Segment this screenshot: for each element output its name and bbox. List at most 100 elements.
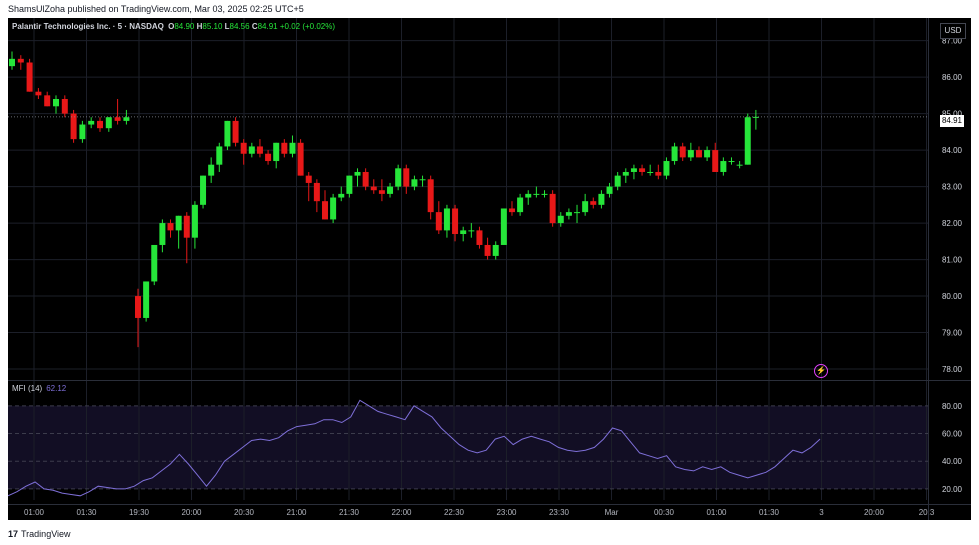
candle-body — [114, 117, 121, 121]
candle-body — [671, 146, 678, 162]
candle-body — [679, 146, 686, 158]
mfi-tick-label: 60.00 — [942, 430, 963, 439]
high-value: 85.10 — [202, 22, 223, 31]
candle-body — [305, 175, 312, 183]
candle-body — [655, 171, 662, 176]
candle-body — [240, 142, 247, 154]
time-tick-label: 21:30 — [339, 508, 360, 517]
candle-body — [427, 179, 434, 213]
time-tick-label: 00:30 — [654, 508, 675, 517]
candle-body — [151, 244, 158, 282]
candle-body — [395, 168, 402, 187]
time-tick-label: 22:00 — [391, 508, 412, 517]
price-tick-label: 83.00 — [942, 183, 963, 192]
candle-body — [135, 296, 141, 318]
candle-body — [476, 230, 483, 245]
low-value: 84.56 — [229, 22, 250, 31]
price-tick-label: 79.00 — [942, 329, 963, 338]
time-tick-label: 01:30 — [76, 508, 97, 517]
tradingview-logo[interactable]: 17 TradingView — [8, 529, 71, 539]
price-tick-label: 84.00 — [942, 146, 963, 155]
price-tick-label: 87.00 — [942, 37, 963, 46]
price-tick-label: 81.00 — [942, 256, 963, 265]
candle-body — [321, 201, 328, 220]
top-bar — [0, 0, 979, 18]
chart-canvas[interactable]: 01:00 01:30 19:30 20:00 20:30 21:00 21:30 22:00… — [8, 18, 971, 520]
price-tick-label: 80.00 — [942, 292, 963, 301]
time-tick-label: 20:30 — [234, 508, 255, 517]
price-tick-label: 78.00 — [942, 365, 963, 374]
close-value: 84.91 — [257, 22, 278, 31]
high-key: H — [196, 22, 203, 31]
candle-body — [297, 142, 304, 176]
candle-body — [435, 212, 442, 231]
tv-logo-icon: 17 — [8, 529, 19, 539]
time-tick-label: 20:3 — [919, 508, 935, 517]
candle-body — [574, 212, 581, 214]
candle-body — [492, 244, 499, 256]
time-tick-label: 22:30 — [444, 508, 465, 517]
candle-body — [468, 230, 475, 232]
candle-body — [143, 281, 150, 318]
candle-body — [289, 142, 296, 154]
candle-body — [70, 113, 77, 140]
candle-body — [281, 142, 288, 154]
time-tick-label: 01:00 — [706, 508, 727, 517]
candle-body — [208, 164, 215, 176]
candle-body — [105, 117, 112, 129]
candle-body — [387, 186, 394, 194]
candle-body — [17, 58, 24, 63]
candle-body — [362, 171, 369, 187]
currency-button[interactable]: USD — [940, 23, 966, 39]
mfi-legend[interactable]: MFI (14) 62.12 — [12, 384, 66, 393]
candle-body — [639, 168, 646, 172]
candle-body — [704, 150, 711, 158]
candle-body — [687, 150, 694, 158]
candle-body — [26, 62, 33, 92]
candle-body — [216, 146, 223, 165]
candle-body — [460, 230, 467, 235]
candle-body — [224, 120, 231, 147]
open-key: O — [168, 22, 175, 31]
candle-body — [525, 193, 532, 198]
candle-body — [419, 179, 426, 181]
candle-body — [61, 98, 68, 114]
symbol-name[interactable]: Palantir Technologies Inc. · 5 · NASDAQ — [12, 22, 164, 31]
time-tick-label: 23:00 — [496, 508, 517, 517]
bottom-bar — [0, 520, 979, 545]
candle-body — [712, 150, 719, 172]
time-tick-label: 01:00 — [24, 508, 45, 517]
candle-body — [9, 58, 15, 67]
candle-body — [159, 223, 166, 245]
candle-body — [614, 175, 621, 187]
lightning-icon[interactable]: ⚡ — [814, 364, 828, 378]
candle-body — [273, 142, 280, 162]
price-tick-label: 85.00 — [942, 110, 963, 119]
candle-body — [167, 223, 174, 231]
candle-body — [44, 95, 51, 107]
candle-body — [97, 120, 103, 129]
ohlc-legend: Palantir Technologies Inc. · 5 · NASDAQ … — [12, 22, 335, 31]
open-value: 84.90 — [174, 22, 195, 31]
candle-body — [452, 208, 459, 235]
candle-body — [175, 215, 182, 231]
mfi-tick-label: 40.00 — [942, 457, 963, 466]
candle-body — [338, 193, 345, 198]
tv-brand: TradingView — [21, 529, 71, 539]
candle-body — [630, 168, 637, 172]
candle-body — [35, 91, 42, 96]
last-price-label: 84.91 — [940, 115, 964, 127]
candle-body — [265, 153, 272, 162]
candle-body — [720, 161, 727, 172]
candle-body — [232, 120, 239, 143]
candle-body — [663, 161, 670, 176]
chart-frame[interactable]: 01:00 01:30 19:30 20:00 20:30 21:00 21:30 22:00… — [8, 18, 971, 520]
mfi-band — [8, 405, 928, 489]
candle-body — [330, 197, 337, 220]
candle-body — [354, 171, 361, 176]
publisher-caption: ShamsUlZoha published on TradingView.com… — [8, 4, 304, 14]
candle-body — [557, 215, 564, 224]
price-tick-label: 82.00 — [942, 219, 963, 228]
candle-body — [752, 116, 759, 118]
candle-body — [123, 117, 130, 121]
